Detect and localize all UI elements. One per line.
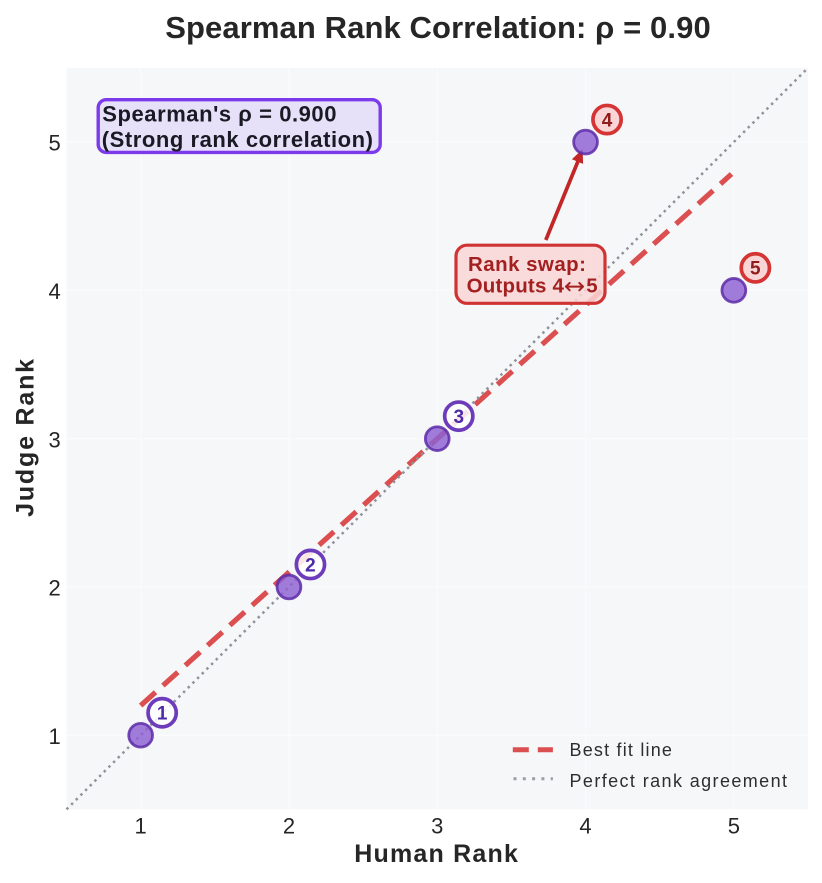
svg-text:3: 3 [49,427,61,452]
svg-text:4: 4 [602,110,613,131]
svg-text:5: 5 [586,275,597,298]
svg-text:Best fit line: Best fit line [570,740,674,760]
svg-text:1: 1 [157,704,168,725]
svg-text:3: 3 [431,814,443,839]
svg-text:2: 2 [49,576,61,601]
svg-text:Judge Rank: Judge Rank [12,357,40,517]
svg-text:4: 4 [579,814,591,839]
svg-text:Spearman's ρ = 0.900: Spearman's ρ = 0.900 [102,102,337,127]
svg-text:2: 2 [305,555,316,576]
svg-text:5: 5 [728,814,740,839]
svg-text:Perfect rank agreement: Perfect rank agreement [570,771,789,791]
svg-text:2: 2 [283,814,295,839]
svg-text:5: 5 [750,259,761,280]
svg-text:Spearman Rank Correlation: ρ =: Spearman Rank Correlation: ρ = 0.90 [165,10,711,45]
svg-text:4: 4 [49,279,61,304]
svg-text:Rank swap:: Rank swap: [468,253,586,276]
svg-text:3: 3 [453,407,464,428]
svg-text:1: 1 [135,814,147,839]
svg-text:5: 5 [49,131,61,156]
svg-text:Outputs 4: Outputs 4 [467,275,565,298]
svg-text:(Strong rank correlation): (Strong rank correlation) [102,127,374,152]
svg-text:1: 1 [49,724,61,749]
svg-text:Human Rank: Human Rank [354,840,519,868]
